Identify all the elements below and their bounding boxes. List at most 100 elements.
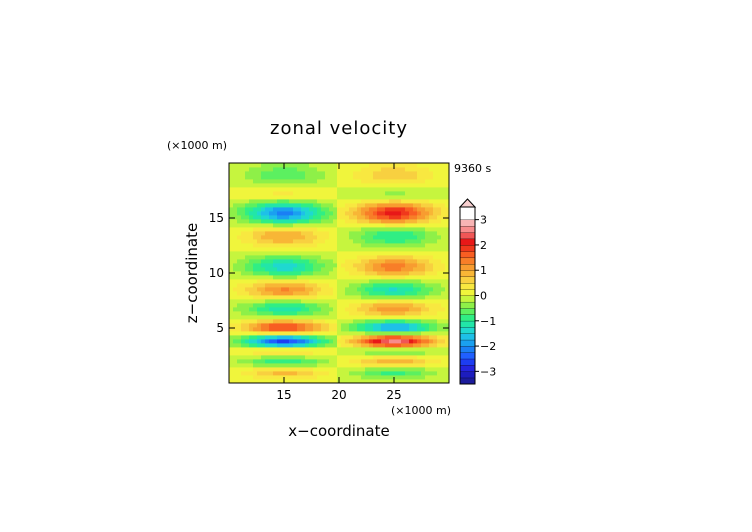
heatmap-cell — [437, 179, 442, 184]
heatmap-cell — [321, 327, 326, 332]
heatmap-cell — [277, 191, 282, 196]
heatmap-cell — [229, 327, 234, 332]
heatmap-cell — [249, 307, 254, 312]
heatmap-cell — [309, 347, 314, 352]
heatmap-cell — [289, 163, 294, 168]
heatmap-cell — [325, 311, 330, 316]
heatmap-cell — [245, 379, 250, 384]
heatmap-cell — [317, 279, 322, 284]
heatmap-cell — [445, 267, 450, 272]
heatmap-cell — [381, 287, 386, 292]
heatmap-cell — [437, 215, 442, 220]
heatmap-cell — [357, 247, 362, 252]
heatmap-cell — [445, 259, 450, 264]
heatmap-cell — [317, 379, 322, 384]
heatmap-cell — [373, 335, 378, 340]
heatmap-cell — [305, 347, 310, 352]
heatmap-cell — [345, 167, 350, 172]
heatmap-cell — [261, 239, 266, 244]
heatmap-cell — [377, 335, 382, 340]
heatmap-cell — [417, 287, 422, 292]
heatmap-cell — [397, 375, 402, 380]
heatmap-cell — [389, 199, 394, 204]
heatmap-cell — [389, 295, 394, 300]
heatmap-cell — [245, 231, 250, 236]
heatmap-cell — [341, 215, 346, 220]
heatmap-cell — [269, 179, 274, 184]
heatmap-cell — [369, 303, 374, 308]
heatmap-cell — [297, 283, 302, 288]
heatmap-cell — [389, 339, 394, 344]
heatmap-cell — [357, 327, 362, 332]
heatmap-cell — [433, 327, 438, 332]
heatmap-cell — [269, 163, 274, 168]
heatmap-cell — [233, 335, 238, 340]
heatmap-cell — [437, 199, 442, 204]
heatmap-cell — [401, 303, 406, 308]
heatmap-cell — [245, 299, 250, 304]
heatmap-cell — [301, 351, 306, 356]
heatmap-cell — [329, 351, 334, 356]
heatmap-cell — [253, 211, 258, 216]
heatmap-cell — [245, 243, 250, 248]
heatmap-cell — [309, 203, 314, 208]
heatmap-cell — [365, 327, 370, 332]
heatmap-cell — [425, 211, 430, 216]
heatmap-cell — [233, 203, 238, 208]
heatmap-cell — [393, 235, 398, 240]
heatmap-cell — [297, 187, 302, 192]
heatmap-cell — [269, 219, 274, 224]
heatmap-cell — [433, 171, 438, 176]
heatmap-cell — [429, 223, 434, 228]
heatmap-cell — [249, 247, 254, 252]
heatmap-cell — [421, 243, 426, 248]
heatmap-cell — [341, 359, 346, 364]
heatmap-cell — [233, 299, 238, 304]
heatmap-cell — [313, 291, 318, 296]
heatmap-cell — [433, 227, 438, 232]
heatmap-cell — [357, 375, 362, 380]
heatmap-cell — [405, 375, 410, 380]
heatmap-cell — [381, 279, 386, 284]
heatmap-cell — [437, 259, 442, 264]
heatmap-cell — [277, 331, 282, 336]
heatmap-cell — [253, 335, 258, 340]
heatmap-cell — [297, 275, 302, 280]
heatmap-cell — [353, 255, 358, 260]
heatmap-cell — [441, 359, 446, 364]
heatmap-cell — [389, 207, 394, 212]
heatmap-cell — [369, 235, 374, 240]
heatmap-cell — [277, 267, 282, 272]
heatmap-cell — [313, 351, 318, 356]
heatmap-cell — [437, 163, 442, 168]
heatmap-cell — [353, 183, 358, 188]
heatmap-cell — [409, 271, 414, 276]
heatmap-cell — [365, 163, 370, 168]
heatmap-cell — [241, 179, 246, 184]
heatmap-cell — [249, 275, 254, 280]
heatmap-cell — [297, 167, 302, 172]
heatmap-cell — [273, 355, 278, 360]
heatmap-cell — [325, 171, 330, 176]
heatmap-cell — [277, 247, 282, 252]
heatmap-cell — [361, 187, 366, 192]
heatmap-cell — [429, 279, 434, 284]
heatmap-cell — [229, 171, 234, 176]
heatmap-cell — [345, 363, 350, 368]
heatmap-cell — [385, 351, 390, 356]
heatmap-cell — [377, 347, 382, 352]
heatmap-cell — [297, 299, 302, 304]
heatmap-cell — [433, 199, 438, 204]
heatmap-cell — [417, 171, 422, 176]
heatmap-cell — [301, 163, 306, 168]
heatmap-cell — [413, 315, 418, 320]
heatmap-cell — [313, 299, 318, 304]
heatmap-cell — [349, 331, 354, 336]
heatmap-cell — [313, 279, 318, 284]
colorbar-swatch — [459, 270, 476, 277]
heatmap-cell — [273, 259, 278, 264]
heatmap-cell — [301, 371, 306, 376]
heatmap-cell — [273, 215, 278, 220]
heatmap-cell — [253, 227, 258, 232]
heatmap-cell — [401, 235, 406, 240]
